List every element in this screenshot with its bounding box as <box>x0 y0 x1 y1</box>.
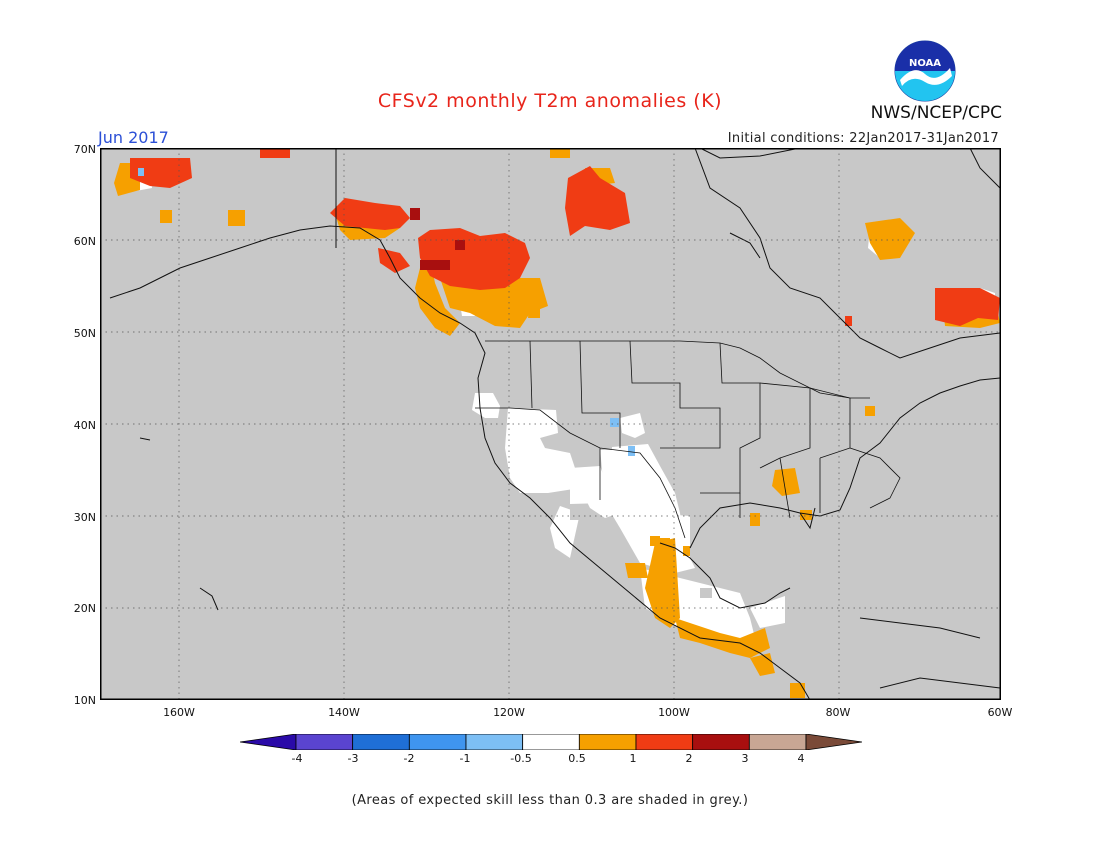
coastlines <box>109 148 1001 700</box>
lat-tick-50n: 50N <box>73 327 96 340</box>
lat-tick-40n: 40N <box>73 419 96 432</box>
lat-tick-30n: 30N <box>73 511 96 524</box>
colorbar-left-arrow <box>240 734 297 750</box>
noaa-logo-text: NOAA <box>909 58 941 69</box>
anomaly-1-2 <box>130 148 1000 326</box>
colorbar-label-pos1: 1 <box>629 752 637 765</box>
anomaly-neg <box>138 168 635 456</box>
lon-tick-100w: 100W <box>658 706 690 719</box>
colorbar-right-arrow <box>805 734 862 750</box>
lon-tick-60w: 60W <box>987 706 1013 719</box>
organization-label: NWS/NCEP/CPC <box>870 103 1002 123</box>
lat-tick-60n: 60N <box>73 235 96 248</box>
gridlines <box>100 148 1001 700</box>
colorbar-label-pos3: 3 <box>741 752 749 765</box>
colorbar-segment <box>748 734 807 750</box>
lon-tick-160w: 160W <box>163 706 195 719</box>
colorbar-segment <box>635 734 694 750</box>
anomaly-2-3 <box>410 208 465 270</box>
colorbar-label-neg05: -0.5 <box>510 752 532 765</box>
colorbar-label-neg3: -3 <box>347 752 359 765</box>
political-borders <box>475 340 901 539</box>
colorbar-segment <box>352 734 410 750</box>
colorbar-segment <box>692 734 750 750</box>
colorbar-label-pos4: 4 <box>797 752 805 765</box>
colorbar-label-neg1: -1 <box>459 752 471 765</box>
skill-footnote: (Areas of expected skill less than 0.3 a… <box>351 793 749 808</box>
lat-tick-10n: 10N <box>73 694 96 707</box>
colorbar-label-pos2: 2 <box>685 752 693 765</box>
lat-tick-70n: 70N <box>73 143 96 156</box>
colorbar-label-neg4: -4 <box>291 752 303 765</box>
map-panel <box>100 148 1001 700</box>
forecast-month-label: Jun 2017 <box>98 128 169 147</box>
colorbar-segment <box>408 734 467 750</box>
lon-tick-80w: 80W <box>825 706 851 719</box>
colorbar-segment <box>295 734 354 750</box>
colorbar-segment <box>522 734 580 750</box>
lat-tick-20n: 20N <box>73 602 96 615</box>
colorbar <box>240 734 862 750</box>
noaa-logo: NOAA <box>894 40 956 102</box>
chart-title: CFSv2 monthly T2m anomalies (K) <box>377 90 723 112</box>
lon-tick-140w: 140W <box>328 706 360 719</box>
colorbar-segment <box>578 734 637 750</box>
colorbar-segment <box>465 734 524 750</box>
colorbar-label-neg2: -2 <box>403 752 415 765</box>
colorbar-label-pos05: 0.5 <box>568 752 586 765</box>
map-frame <box>100 148 1001 700</box>
initial-conditions-label: Initial conditions: 22Jan2017-31Jan2017 <box>727 131 999 146</box>
lon-tick-120w: 120W <box>493 706 525 719</box>
